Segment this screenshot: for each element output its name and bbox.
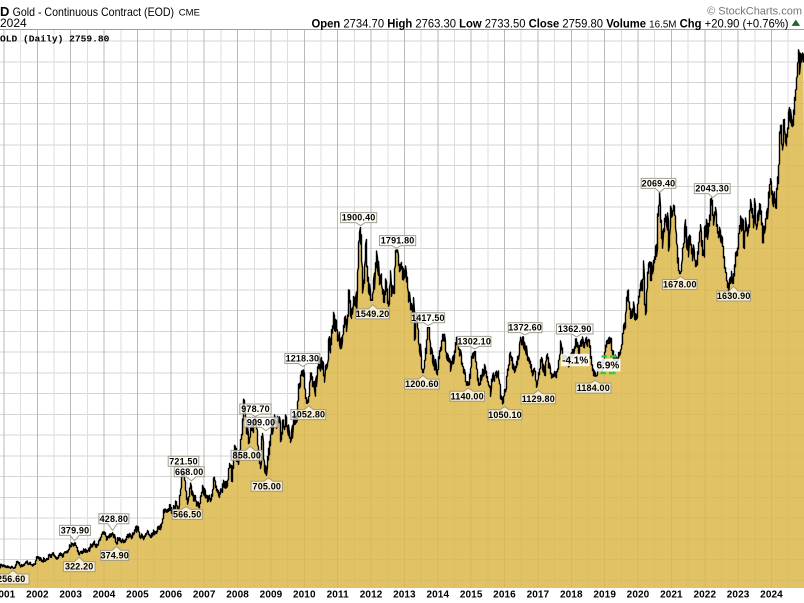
svg-text:1129.80: 1129.80 [522, 394, 555, 404]
svg-text:2022: 2022 [693, 590, 716, 601]
svg-text:Open 2734.70 High 2763.30 Low: Open 2734.70 High 2763.30 Low 2733.50 Cl… [312, 17, 789, 31]
svg-text:2016: 2016 [493, 590, 516, 601]
svg-text:1050.10: 1050.10 [488, 410, 522, 420]
svg-text:2024: 2024 [760, 590, 783, 601]
svg-text:858.00: 858.00 [233, 451, 262, 461]
svg-text:1302.10: 1302.10 [457, 337, 491, 347]
svg-text:2005: 2005 [126, 590, 149, 601]
svg-text:256.60: 256.60 [0, 574, 25, 584]
svg-text:1362.90: 1362.90 [558, 324, 592, 334]
svg-text:2008: 2008 [226, 590, 249, 601]
svg-text:CME: CME [179, 8, 200, 19]
svg-text:2023: 2023 [727, 590, 750, 601]
svg-text:2006: 2006 [159, 590, 182, 601]
svg-text:2017: 2017 [527, 590, 550, 601]
svg-text:1218.30: 1218.30 [286, 354, 320, 364]
svg-text:2018: 2018 [560, 590, 583, 601]
svg-text:6.9%: 6.9% [597, 360, 620, 371]
svg-text:2020: 2020 [627, 590, 650, 601]
svg-text:1678.00: 1678.00 [663, 280, 697, 290]
svg-text:909.00: 909.00 [247, 417, 276, 427]
svg-text:721.50: 721.50 [169, 456, 198, 466]
svg-text:2003: 2003 [59, 590, 82, 601]
svg-text:428.80: 428.80 [100, 514, 129, 524]
svg-text:1791.80: 1791.80 [381, 236, 415, 246]
svg-text:705.00: 705.00 [253, 481, 282, 491]
svg-text:Gold - Continuous Contract (EO: Gold - Continuous Contract (EOD) [13, 5, 175, 19]
svg-text:1184.00: 1184.00 [577, 383, 610, 393]
svg-text:1900.40: 1900.40 [342, 213, 376, 223]
svg-text:-4.1%: -4.1% [562, 355, 588, 366]
svg-text:2012: 2012 [360, 590, 383, 601]
svg-text:322.20: 322.20 [65, 562, 94, 572]
svg-text:2013: 2013 [393, 590, 416, 601]
svg-text:© StockCharts.com: © StockCharts.com [707, 6, 802, 18]
svg-text:1417.50: 1417.50 [411, 313, 445, 323]
svg-text:2014: 2014 [426, 590, 449, 601]
svg-text:1200.60: 1200.60 [405, 379, 439, 389]
svg-text:2021: 2021 [660, 590, 683, 601]
svg-text:1052.80: 1052.80 [292, 410, 326, 420]
svg-text:2019: 2019 [593, 590, 616, 601]
svg-text:2011: 2011 [327, 590, 349, 601]
svg-text:D: D [0, 4, 9, 19]
svg-text:2004: 2004 [93, 590, 116, 601]
svg-text:2002: 2002 [26, 590, 49, 601]
svg-text:2069.40: 2069.40 [642, 179, 676, 189]
svg-text:2001: 2001 [0, 590, 16, 601]
svg-text:978.70: 978.70 [241, 404, 270, 414]
svg-text:2010: 2010 [293, 590, 316, 601]
svg-text:2015: 2015 [460, 590, 483, 601]
svg-text:379.90: 379.90 [61, 526, 90, 536]
svg-text:1140.00: 1140.00 [451, 391, 484, 401]
svg-text:566.50: 566.50 [173, 510, 202, 520]
svg-text:374.90: 374.90 [100, 551, 129, 561]
svg-text:2043.30: 2043.30 [695, 184, 729, 194]
svg-text:2024: 2024 [0, 16, 27, 30]
svg-text:2007: 2007 [193, 590, 216, 601]
svg-text:1630.90: 1630.90 [717, 291, 751, 301]
svg-text:1372.60: 1372.60 [508, 323, 542, 333]
svg-text:OLD (Daily) 2759.80: OLD (Daily) 2759.80 [0, 34, 110, 45]
svg-text:668.00: 668.00 [175, 467, 204, 477]
svg-text:2009: 2009 [260, 590, 283, 601]
svg-text:1549.20: 1549.20 [356, 309, 390, 319]
